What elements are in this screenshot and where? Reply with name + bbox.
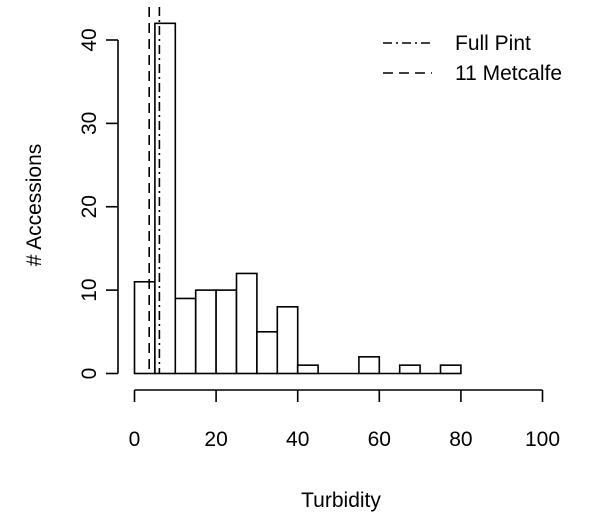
x-tick-label: 0 [129,428,141,451]
x-axis-title: Turbidity [301,489,381,512]
y-axis-title: # Accessions [23,144,46,267]
legend-label: Full Pint [455,32,531,55]
y-tick-label: 30 [78,112,101,135]
x-tick-label: 60 [368,428,391,451]
histogram-bar [215,289,238,375]
histogram-bar [235,272,258,375]
histogram-bar [358,356,381,375]
histogram-bar [174,297,197,375]
histogram-bar [398,364,421,375]
x-tick-label: 100 [525,428,560,451]
legend-label: 11 Metcalfe [455,62,562,85]
histogram-bar [133,280,156,375]
x-tick-label: 80 [449,428,472,451]
histogram-bar [439,364,462,375]
histogram-bar [154,22,177,375]
histogram-bar [296,364,319,375]
bars-group [133,22,462,375]
y-tick-label: 0 [78,368,101,380]
histogram-bar [256,331,279,375]
reference-lines-group [148,7,161,374]
histogram-bar [194,289,217,375]
y-tick-label: 40 [78,28,101,51]
histogram-bar [276,305,299,375]
x-tick-label: 20 [204,428,227,451]
y-axis: 0 10 20 30 40 [78,28,119,380]
x-axis: 0 20 40 60 80 100 [129,389,560,451]
y-tick-label: 10 [78,278,101,301]
x-tick-label: 40 [286,428,309,451]
legend: Full Pint 11 Metcalfe [383,32,562,85]
y-tick-label: 20 [78,195,101,218]
